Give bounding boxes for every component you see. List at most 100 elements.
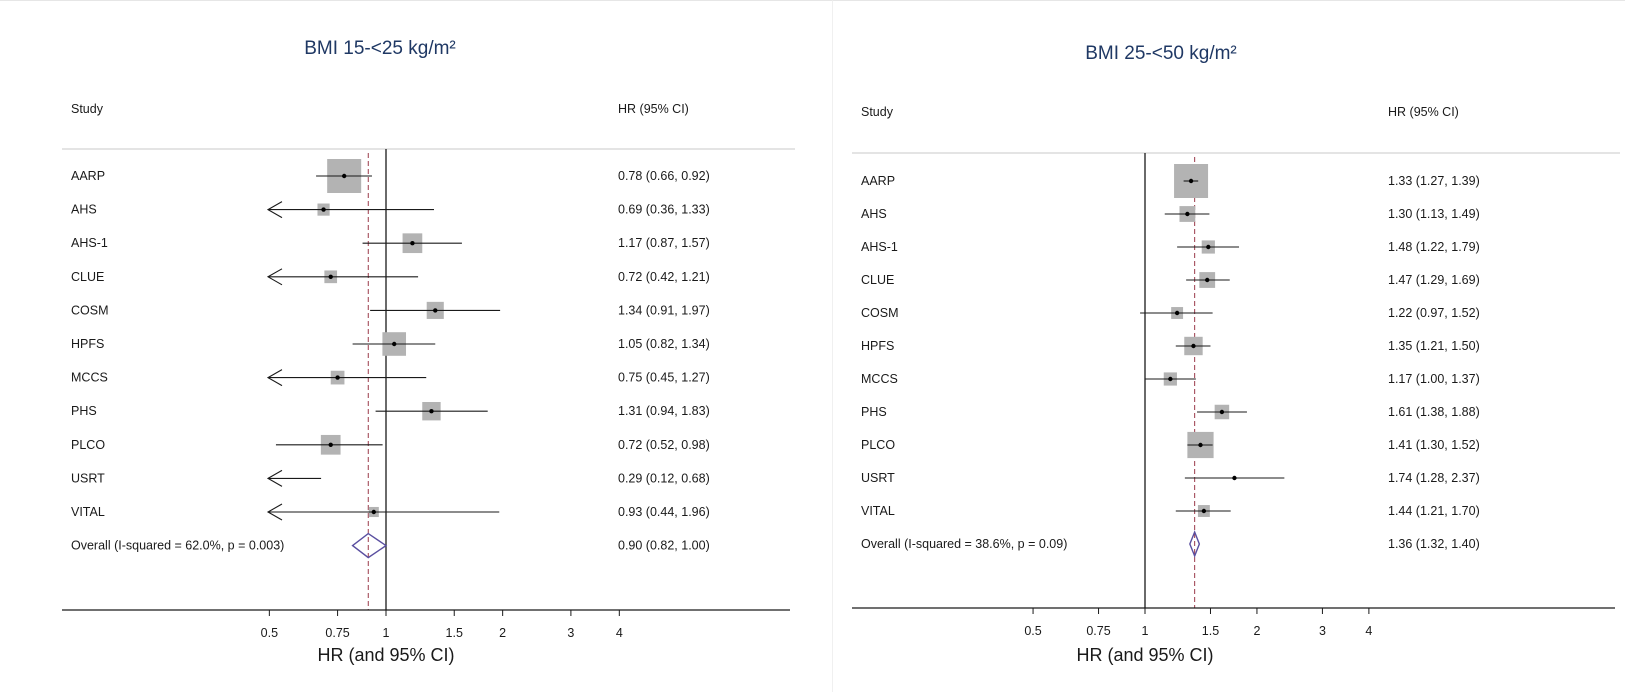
chart-title: BMI 25-<50 kg/m² (1085, 43, 1237, 64)
point-estimate (335, 375, 340, 380)
ci-clip-arrow (266, 369, 283, 387)
study-label: AHS-1 (861, 240, 898, 254)
overall-label: Overall (I-squared = 62.0%, p = 0.003) (71, 539, 284, 553)
study-label: PLCO (71, 438, 105, 452)
x-axis-title: HR (and 95% CI) (317, 645, 454, 665)
study-label: USRT (71, 471, 105, 485)
point-estimate (429, 409, 434, 414)
forest-plot-left-svg: BMI 15-<25 kg/m² Study HR (95% CI) AARP 0.78… (62, 38, 795, 665)
study-label: AHS (861, 207, 887, 221)
study-label: PHS (71, 404, 97, 418)
point-estimate (1185, 211, 1190, 217)
point-estimate (1232, 475, 1237, 481)
study-label: AARP (71, 169, 105, 183)
ci-clip-arrow (266, 503, 283, 521)
study-label: MCCS (861, 372, 898, 386)
point-estimate (1219, 409, 1225, 415)
ci-clip-arrow (266, 268, 283, 286)
x-tick-label: 2 (499, 626, 506, 640)
hr-label: 1.30 (1.13, 1.49) (1388, 207, 1480, 221)
hr-label: 0.69 (0.36, 1.33) (618, 203, 710, 217)
overall-label: Overall (I-squared = 38.6%, p = 0.09) (861, 537, 1067, 551)
forest-plot-left: BMI 15-<25 kg/m² Study HR (95% CI) AARP 0.78… (0, 0, 833, 692)
point-estimate (392, 341, 397, 347)
hr-label: 0.72 (0.42, 1.21) (618, 270, 710, 284)
study-label: PHS (861, 405, 887, 419)
point-estimate (1201, 508, 1207, 514)
hr-label: 1.05 (0.82, 1.34) (618, 337, 710, 351)
study-label: COSM (861, 306, 899, 320)
hr-label: 1.17 (0.87, 1.57) (618, 236, 710, 250)
x-tick-label: 0.5 (1024, 624, 1041, 638)
hr-label: 1.31 (0.94, 1.83) (618, 404, 710, 418)
x-tick-label: 3 (1319, 624, 1326, 638)
overall-hr-label: 0.90 (0.82, 1.00) (618, 539, 710, 553)
hr-label: 1.35 (1.21, 1.50) (1388, 339, 1480, 353)
forest-plot-right-svg: BMI 25-<50 kg/m² Study HR (95% CI) AARP 1.33… (852, 43, 1620, 665)
point-estimate (1168, 376, 1173, 382)
column-header-hr: HR (95% CI) (618, 102, 689, 116)
study-label: AHS-1 (71, 236, 108, 250)
point-estimate (1206, 244, 1211, 250)
overall-diamond (1189, 530, 1201, 558)
point-estimate (1174, 310, 1180, 316)
study-label: AARP (861, 174, 895, 188)
study-label: HPFS (71, 337, 104, 351)
study-label: AHS (71, 203, 97, 217)
point-estimate (371, 509, 376, 515)
point-estimate (328, 442, 333, 447)
hr-label: 1.48 (1.22, 1.79) (1388, 240, 1480, 254)
hr-label: 0.72 (0.52, 0.98) (618, 438, 710, 452)
hr-label: 1.41 (1.30, 1.52) (1388, 438, 1480, 452)
x-tick-label: 1 (1142, 624, 1149, 638)
study-label: VITAL (71, 505, 105, 519)
ci-clip-arrow (266, 469, 283, 487)
hr-label: 0.78 (0.66, 0.92) (618, 169, 710, 183)
x-tick-label: 1 (383, 626, 390, 640)
hr-label: 0.29 (0.12, 0.68) (618, 471, 710, 485)
study-label: MCCS (71, 371, 108, 385)
study-label: VITAL (861, 504, 895, 518)
point-estimate (1198, 442, 1203, 448)
chart-title: BMI 15-<25 kg/m² (304, 38, 456, 59)
hr-label: 1.33 (1.27, 1.39) (1388, 174, 1480, 188)
x-tick-label: 0.75 (1086, 624, 1110, 638)
hr-label: 1.61 (1.38, 1.88) (1388, 405, 1480, 419)
point-estimate (410, 241, 415, 246)
hr-label: 1.47 (1.29, 1.69) (1388, 273, 1480, 287)
overall-hr-label: 1.36 (1.32, 1.40) (1388, 537, 1480, 551)
point-estimate (433, 308, 438, 313)
x-tick-label: 4 (1365, 624, 1372, 638)
x-tick-label: 1.5 (1202, 624, 1219, 638)
x-tick-label: 4 (616, 626, 623, 640)
column-header-study: Study (71, 102, 104, 116)
hr-label: 1.22 (0.97, 1.52) (1388, 306, 1480, 320)
study-label: HPFS (861, 339, 894, 353)
study-label: USRT (861, 471, 895, 485)
point-estimate (1188, 178, 1194, 184)
hr-label: 1.74 (1.28, 2.37) (1388, 471, 1480, 485)
overall-diamond (351, 532, 388, 559)
study-label: COSM (71, 303, 109, 317)
hr-label: 1.17 (1.00, 1.37) (1388, 372, 1480, 386)
study-label: PLCO (861, 438, 895, 452)
x-tick-label: 1.5 (446, 626, 463, 640)
hr-label: 0.93 (0.44, 1.96) (618, 505, 710, 519)
hr-label: 1.34 (0.91, 1.97) (618, 303, 710, 317)
point-estimate (321, 207, 326, 212)
column-header-hr: HR (95% CI) (1388, 105, 1459, 119)
ci-clip-arrow (266, 201, 283, 219)
x-tick-label: 2 (1253, 624, 1260, 638)
x-tick-label: 0.75 (325, 626, 349, 640)
x-tick-label: 3 (567, 626, 574, 640)
forest-plot-right: BMI 25-<50 kg/m² Study HR (95% CI) AARP 1.33… (833, 0, 1625, 692)
point-estimate (1191, 343, 1196, 349)
column-header-study: Study (861, 105, 894, 119)
study-label: CLUE (71, 270, 104, 284)
x-tick-label: 0.5 (261, 626, 278, 640)
x-axis-title: HR (and 95% CI) (1076, 645, 1213, 665)
study-label: CLUE (861, 273, 894, 287)
hr-label: 1.44 (1.21, 1.70) (1388, 504, 1480, 518)
point-estimate (1205, 277, 1210, 283)
point-estimate (328, 274, 333, 279)
